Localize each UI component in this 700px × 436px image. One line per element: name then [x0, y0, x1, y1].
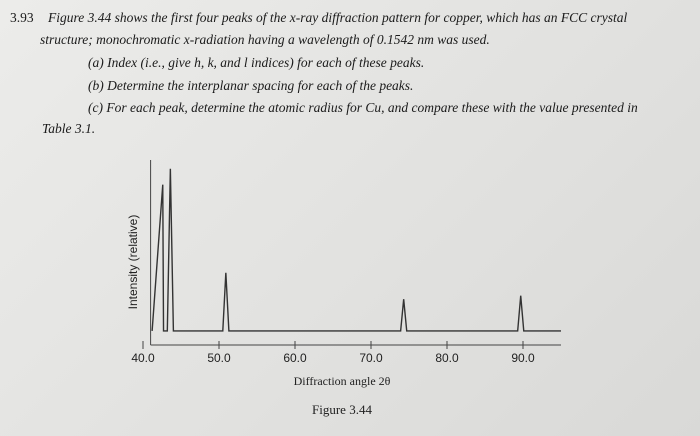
problem-part: (b) Determine the interplanar spacing fo…: [88, 78, 414, 93]
problem-part: (a) Index (i.e., give h, k, and l indice…: [88, 55, 425, 70]
problem-line: structure; monochromatic x-radiation hav…: [40, 32, 490, 47]
problem-continuation: Table 3.1.: [42, 121, 96, 136]
problem-number: 3.93: [10, 10, 34, 25]
problem-line: Figure 3.44 shows the first four peaks o…: [48, 10, 628, 25]
x-tick-label: 80.0: [435, 351, 459, 365]
diffraction-trace: [151, 168, 561, 332]
x-tick-label: 40.0: [131, 351, 155, 365]
problem-part: (c) For each peak, determine the atomic …: [88, 100, 638, 115]
x-tick-label: 50.0: [207, 351, 231, 365]
x-tick-label: 90.0: [511, 351, 535, 365]
caption: Figure 3.44: [312, 402, 372, 417]
x-axis-label: Diffraction angle 2θ: [294, 374, 391, 388]
x-tick-label: 70.0: [359, 351, 383, 365]
x-tick-label: 60.0: [283, 351, 307, 365]
y-axis-label: Intensity (relative): [126, 215, 140, 310]
